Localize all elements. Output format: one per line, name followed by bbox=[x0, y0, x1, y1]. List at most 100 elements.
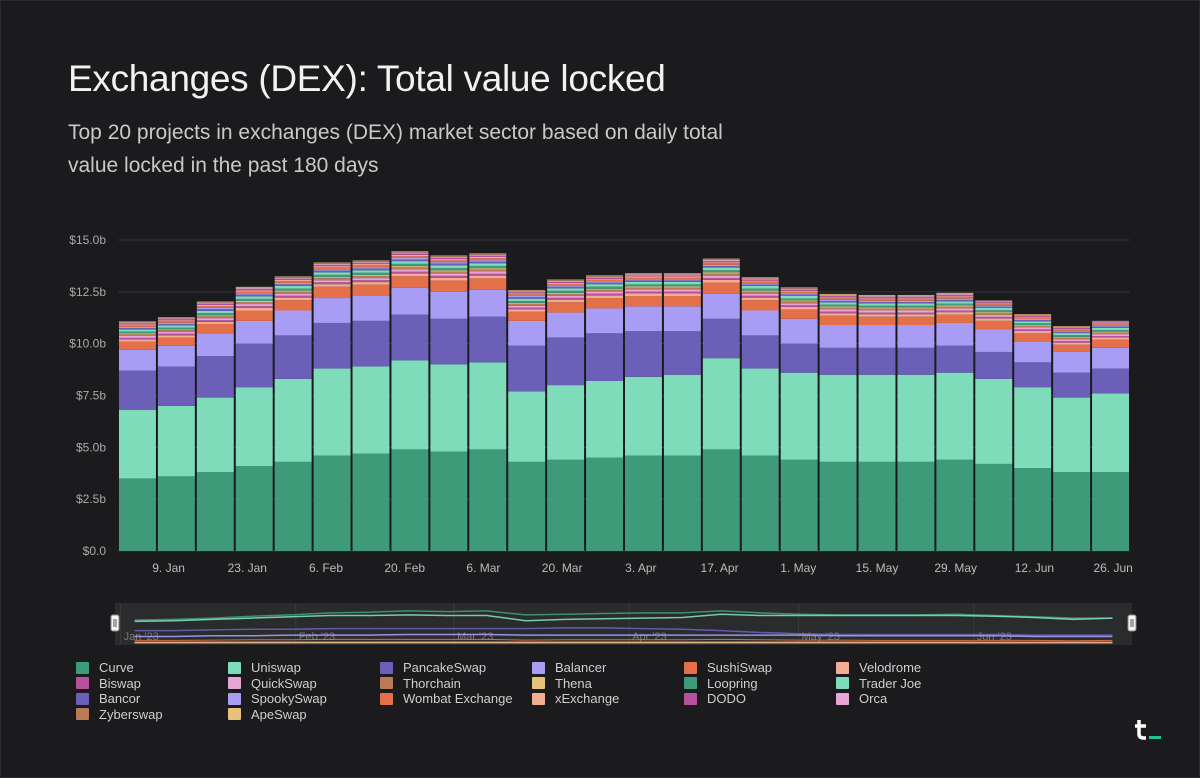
bar-segment-dodo bbox=[897, 297, 935, 299]
bar-segment-bancor bbox=[780, 294, 818, 296]
bar-segment-velodrome bbox=[702, 279, 740, 283]
legend-item[interactable]: Curve bbox=[76, 660, 228, 676]
bar-segment-curve bbox=[157, 476, 195, 551]
bar-stack[interactable] bbox=[741, 277, 779, 551]
bar-stack[interactable] bbox=[975, 300, 1013, 551]
bar-segment-apeswap bbox=[352, 260, 390, 262]
bar-segment-biswap bbox=[819, 311, 857, 314]
legend-item[interactable]: QuickSwap bbox=[228, 676, 380, 692]
legend-item[interactable]: Zyberswap bbox=[76, 707, 228, 723]
bar-segment-xexchange bbox=[313, 266, 351, 268]
legend-item[interactable]: Thena bbox=[532, 676, 684, 692]
bar-segment-velodrome bbox=[975, 318, 1013, 321]
bar-stack[interactable] bbox=[1053, 326, 1091, 551]
bar-segment-bancor bbox=[274, 284, 312, 287]
bar-segment-velodrome bbox=[313, 284, 351, 287]
bar-stack[interactable] bbox=[469, 253, 507, 551]
bar-segment-dodo bbox=[391, 253, 429, 255]
bar-segment-thena bbox=[975, 312, 1013, 314]
page-subtitle: Top 20 projects in exchanges (DEX) marke… bbox=[68, 121, 723, 177]
bar-stack[interactable] bbox=[702, 258, 740, 551]
bar-segment-sushiswap bbox=[975, 320, 1013, 330]
legend-label: Velodrome bbox=[859, 660, 922, 676]
bar-stack[interactable] bbox=[1014, 314, 1052, 551]
bar-segment-bancor bbox=[196, 309, 234, 311]
navigator-handle-left[interactable] bbox=[110, 614, 120, 632]
legend-item[interactable]: Bancor bbox=[76, 691, 228, 707]
legend-item[interactable]: Velodrome bbox=[836, 660, 988, 676]
bar-segment-biswap bbox=[625, 291, 662, 294]
bar-segment-balancer bbox=[741, 310, 779, 336]
bar-stack[interactable] bbox=[625, 273, 662, 551]
bar-segment-wombat-exchange bbox=[430, 260, 468, 263]
bar-stack[interactable] bbox=[196, 301, 234, 551]
legend-item[interactable]: Wombat Exchange bbox=[380, 691, 532, 707]
bar-stack[interactable] bbox=[547, 279, 585, 551]
bar-segment-biswap bbox=[975, 316, 1013, 319]
legend-item[interactable]: Biswap bbox=[76, 676, 228, 692]
legend-item[interactable]: PancakeSwap bbox=[380, 660, 532, 676]
legend-item[interactable]: Trader Joe bbox=[836, 676, 988, 692]
bar-segment-spookyswap bbox=[352, 267, 390, 269]
bar-segment-loopring bbox=[469, 265, 507, 269]
legend-item[interactable]: ApeSwap bbox=[228, 707, 380, 723]
bar-segment-dodo bbox=[819, 296, 857, 298]
bar-stack[interactable] bbox=[157, 317, 195, 551]
y-tick-label: $2.5b bbox=[76, 492, 106, 506]
bar-segment-dodo bbox=[469, 255, 507, 258]
bar-segment-uniswap bbox=[897, 374, 935, 462]
bar-stack[interactable] bbox=[780, 287, 818, 551]
bar-stack[interactable] bbox=[936, 292, 974, 551]
bar-stack[interactable] bbox=[819, 293, 857, 551]
bar-stack[interactable] bbox=[352, 260, 390, 551]
bar-segment-loopring bbox=[235, 298, 273, 301]
legend-item[interactable]: DODO bbox=[684, 691, 836, 707]
legend-item[interactable]: xExchange bbox=[532, 691, 684, 707]
bar-segment-loopring bbox=[508, 300, 546, 303]
bar-stack[interactable] bbox=[897, 294, 935, 551]
bar-stack[interactable] bbox=[508, 290, 546, 551]
bar-stack[interactable] bbox=[858, 294, 896, 551]
legend-item[interactable]: Orca bbox=[836, 691, 988, 707]
bar-segment-loopring bbox=[897, 305, 935, 308]
bar-segment-quickswap bbox=[1092, 334, 1129, 336]
bar-segment-thorchain bbox=[157, 330, 195, 332]
legend-item[interactable]: Uniswap bbox=[228, 660, 380, 676]
bar-stack[interactable] bbox=[663, 273, 701, 551]
bar-segment-wombat-exchange bbox=[897, 299, 935, 301]
bar-stack[interactable] bbox=[235, 286, 273, 551]
bar-segment-trader-joe bbox=[663, 281, 701, 285]
bar-segment-apeswap bbox=[119, 321, 156, 323]
bar-stack[interactable] bbox=[274, 276, 312, 551]
bar-stack[interactable] bbox=[430, 255, 468, 551]
bar-segment-spookyswap bbox=[430, 262, 468, 264]
bar-stack[interactable] bbox=[119, 321, 156, 551]
legend-swatch bbox=[76, 661, 89, 674]
bar-stack[interactable] bbox=[391, 251, 429, 551]
bar-segment-thena bbox=[897, 307, 935, 309]
bar-segment-sushiswap bbox=[274, 300, 312, 311]
bar-stack[interactable] bbox=[586, 275, 623, 551]
legend-item[interactable]: Loopring bbox=[684, 676, 836, 692]
legend-item[interactable]: Thorchain bbox=[380, 676, 532, 692]
bar-segment-balancer bbox=[547, 312, 585, 338]
x-tick-label: 6. Feb bbox=[309, 561, 343, 575]
bar-segment-bancor bbox=[819, 300, 857, 303]
bar-segment-uniswap bbox=[352, 366, 390, 454]
bar-segment-velodrome bbox=[1092, 337, 1129, 340]
bar-stack[interactable] bbox=[313, 262, 351, 551]
bar-segment-apeswap bbox=[625, 273, 662, 274]
navigator[interactable] bbox=[115, 603, 1132, 645]
bar-stack[interactable] bbox=[1092, 320, 1129, 551]
legend-item[interactable]: Balancer bbox=[532, 660, 684, 676]
bar-segment-spookyswap bbox=[508, 295, 546, 298]
bar-segment-pancakeswap bbox=[508, 345, 546, 392]
bar-segment-quickswap bbox=[819, 309, 857, 312]
navigator-handle-right[interactable] bbox=[1127, 614, 1137, 632]
bar-segment-uniswap bbox=[1092, 393, 1129, 473]
bar-segment-dodo bbox=[196, 303, 234, 305]
legend-item[interactable]: SpookySwap bbox=[228, 691, 380, 707]
bar-segment-orca bbox=[313, 263, 351, 265]
bar-segment-uniswap bbox=[741, 368, 779, 456]
legend-item[interactable]: SushiSwap bbox=[684, 660, 836, 676]
